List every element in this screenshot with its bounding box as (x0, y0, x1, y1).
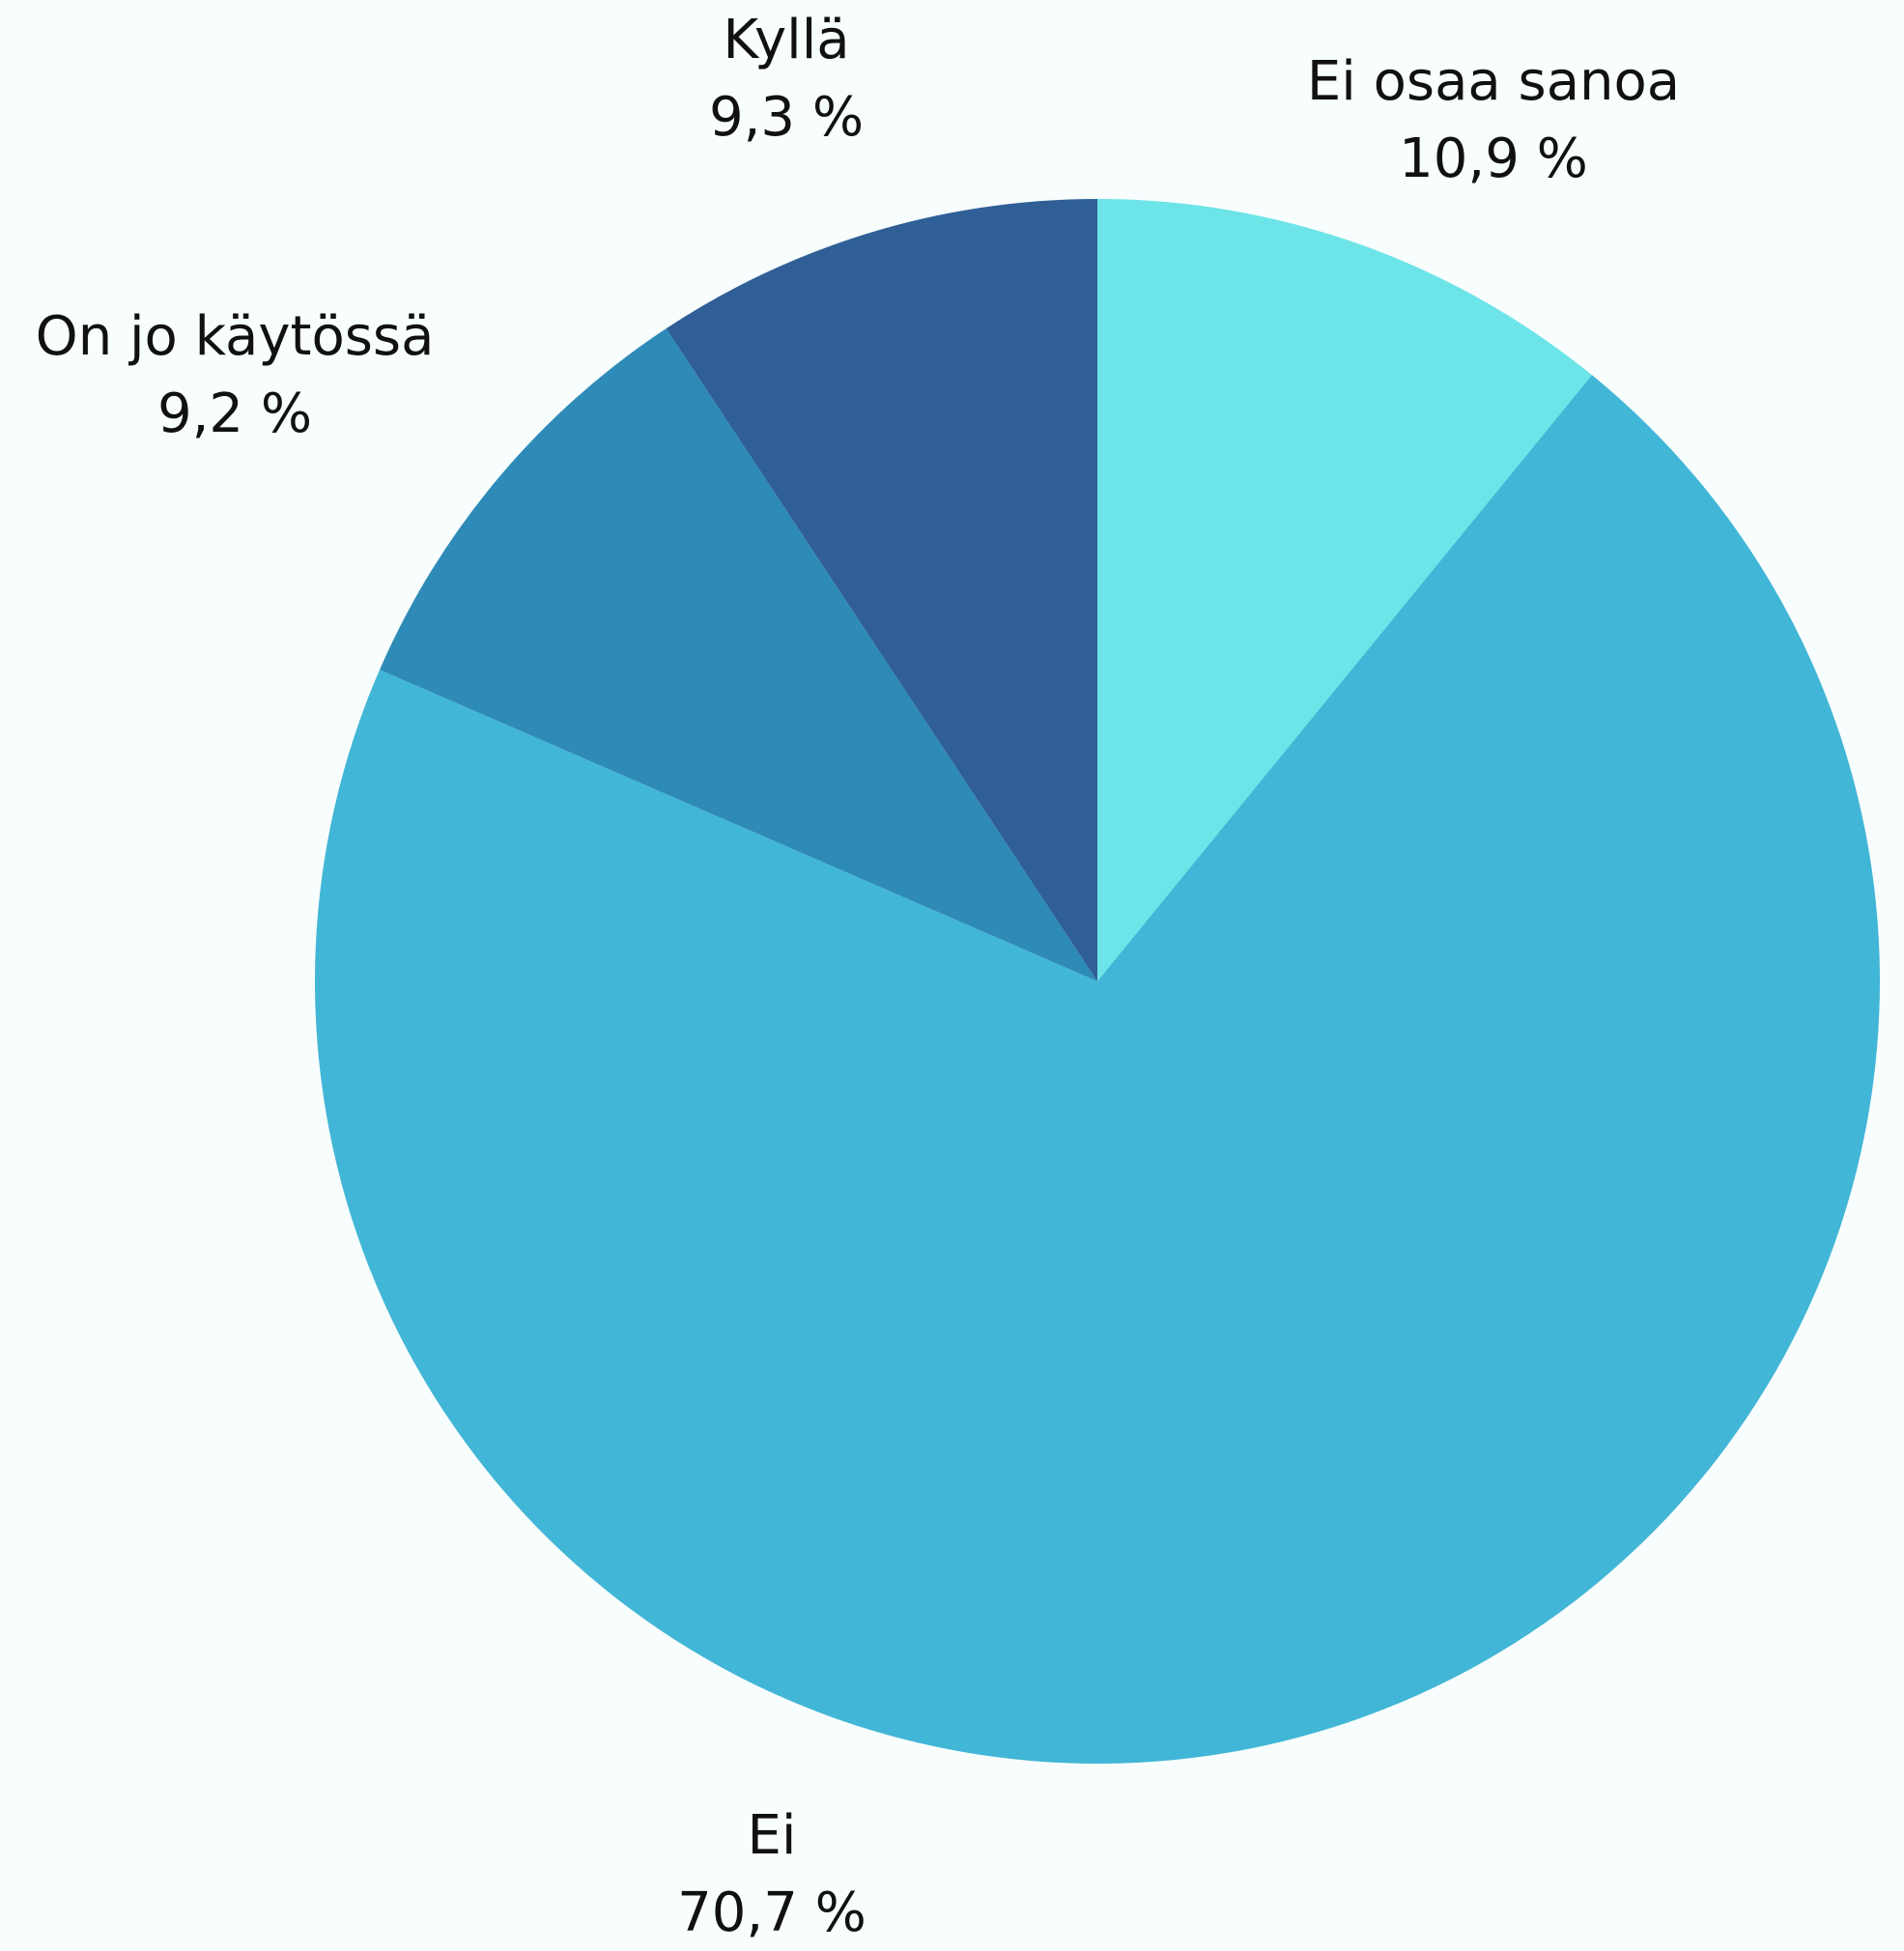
slice-label: Ei (748, 1804, 797, 1867)
value-label: 10,9 % (1399, 127, 1588, 190)
slice-label: Ei osaa sanoa (1307, 50, 1680, 113)
pie-slice (1097, 199, 1592, 981)
value-label: 9,3 % (709, 86, 864, 149)
pie-slice (666, 199, 1097, 981)
slice-label: Kyllä (723, 9, 849, 71)
pie-slice (314, 375, 1880, 1764)
pie-slice (379, 328, 1097, 981)
slice-label: On jo käytössä (36, 305, 435, 368)
value-label: 70,7 % (677, 1881, 867, 1944)
value-label: 9,2 % (157, 382, 312, 445)
